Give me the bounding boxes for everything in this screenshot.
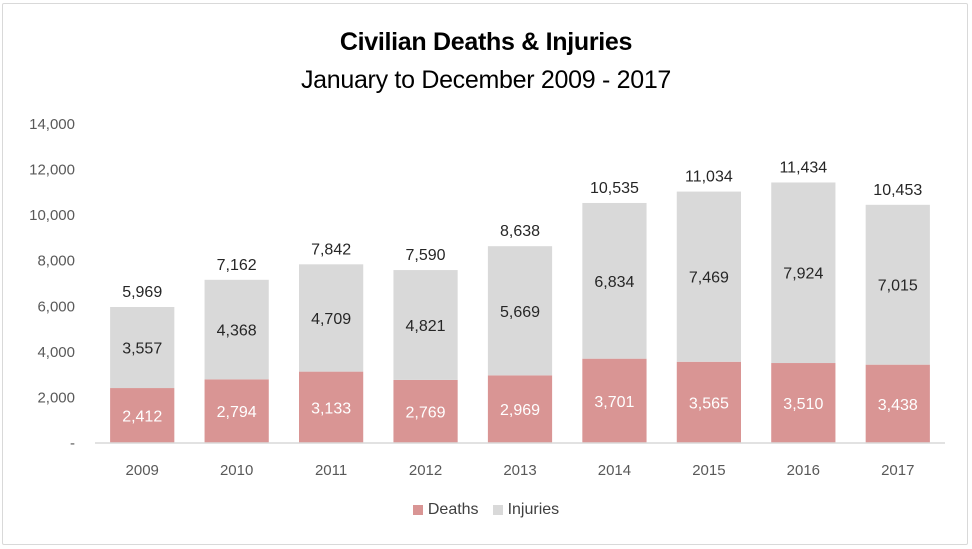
bar-deaths-2013	[487, 375, 553, 443]
total-label: 8,638	[500, 223, 540, 240]
chart-subtitle: January to December 2009 - 2017	[300, 66, 672, 94]
y-tick-label: 4,000	[37, 344, 75, 361]
bar-deaths-2017	[865, 364, 930, 443]
y-tick-label: 2,000	[37, 389, 75, 406]
x-tick-label: 2017	[881, 462, 914, 479]
legend-item-injuries: Injuries	[492, 501, 560, 519]
data-label-injuries: 6,834	[594, 274, 634, 291]
data-label-deaths: 3,133	[311, 400, 351, 417]
legend-swatch-injuries	[492, 505, 503, 515]
bar-deaths-2016	[771, 363, 836, 443]
data-label-injuries: 4,709	[311, 311, 351, 328]
data-label-injuries: 5,669	[500, 304, 540, 321]
data-label-deaths: 2,412	[122, 409, 162, 426]
data-label-deaths: 3,701	[594, 394, 634, 411]
total-label: 7,590	[406, 247, 446, 264]
total-label: 5,969	[122, 284, 162, 301]
data-label-deaths: 2,769	[406, 404, 446, 421]
chart-title: Civilian Deaths & Injuries	[339, 28, 633, 56]
x-tick-label: 2014	[598, 462, 631, 479]
bar-deaths-2009	[110, 388, 175, 443]
legend-item-deaths: Deaths	[412, 501, 479, 519]
total-label: 11,434	[779, 159, 827, 176]
legend: Deaths Injuries	[0, 501, 972, 519]
bar-injuries-2015	[676, 191, 741, 362]
y-tick-label: 10,000	[29, 207, 75, 224]
data-label-deaths: 3,565	[689, 395, 729, 412]
bar-injuries-2012	[393, 270, 458, 380]
data-label-injuries: 4,368	[217, 323, 257, 340]
bar-injuries-2013	[487, 246, 553, 376]
data-label-deaths: 2,969	[500, 402, 540, 419]
y-tick-label: 14,000	[29, 116, 75, 133]
bar-deaths-2015	[676, 361, 741, 443]
y-tick-label: 12,000	[29, 162, 75, 179]
bar-deaths-2011	[299, 371, 364, 443]
x-tick-label: 2011	[315, 462, 347, 479]
x-tick-label: 2013	[503, 462, 536, 479]
total-label: 11,034	[685, 169, 733, 186]
y-tick-label: -	[70, 435, 75, 452]
y-tick-label: 6,000	[37, 298, 75, 315]
x-tick-label: 2009	[126, 462, 159, 479]
data-label-injuries: 7,924	[783, 266, 823, 283]
data-label-injuries: 4,821	[406, 318, 446, 335]
data-label-injuries: 3,557	[122, 341, 162, 358]
total-label: 7,162	[217, 257, 257, 274]
y-tick-label: 8,000	[37, 253, 75, 270]
bar-injuries-2017	[865, 204, 930, 365]
x-tick-label: 2012	[409, 462, 442, 479]
data-label-deaths: 2,794	[217, 404, 257, 421]
bar-injuries-2016	[771, 182, 836, 364]
legend-label-injuries: Injuries	[507, 501, 560, 518]
total-label: 10,453	[873, 182, 922, 199]
bar-injuries-2010	[204, 279, 269, 380]
bar-deaths-2012	[393, 379, 458, 443]
x-tick-label: 2015	[692, 462, 725, 479]
x-tick-label: 2016	[787, 462, 820, 479]
data-label-deaths: 3,438	[878, 397, 918, 414]
data-label-deaths: 3,510	[783, 396, 823, 413]
bar-deaths-2014	[582, 358, 647, 443]
bar-injuries-2011	[299, 264, 364, 372]
legend-swatch-deaths	[412, 505, 423, 515]
x-tick-label: 2010	[220, 462, 253, 479]
bar-injuries-2014	[582, 202, 647, 359]
bar-deaths-2010	[204, 379, 269, 443]
data-label-injuries: 7,469	[689, 270, 729, 287]
total-label: 7,842	[311, 241, 351, 258]
legend-label-deaths: Deaths	[427, 501, 479, 518]
total-label: 10,535	[590, 180, 639, 197]
data-label-injuries: 7,015	[878, 278, 918, 295]
bar-injuries-2009	[110, 306, 175, 389]
